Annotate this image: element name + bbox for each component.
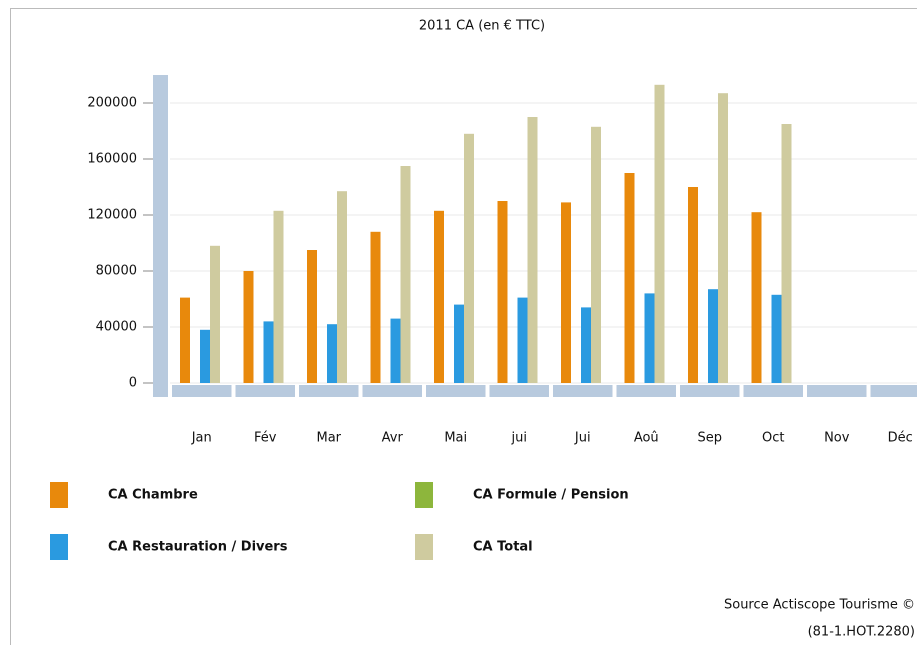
x-axis-segment: [680, 385, 740, 397]
bar: [781, 124, 792, 383]
x-tick-label: Aoû: [634, 431, 659, 446]
x-tick-label: Sep: [697, 431, 722, 446]
legend-swatch: [415, 482, 433, 508]
bar: [454, 304, 464, 383]
bar: [771, 294, 782, 383]
legend-label: CA Restauration / Divers: [108, 540, 288, 555]
x-tick-label: jui: [511, 431, 527, 446]
bar: [527, 117, 538, 383]
x-tick-label: Oct: [762, 431, 784, 446]
source: (81-1.HOT.2280): [808, 625, 915, 640]
y-tick-label: 160000: [87, 152, 137, 167]
x-axis-segment: [299, 385, 359, 397]
bar: [751, 212, 762, 383]
y-tick-label: 0: [129, 376, 137, 391]
legend-label: CA Formule / Pension: [473, 488, 629, 503]
y-tick-label: 200000: [87, 96, 137, 111]
y-tick-label: 120000: [87, 208, 137, 223]
x-axis-segment: [172, 385, 232, 397]
x-axis-segment: [489, 385, 549, 397]
bar: [464, 133, 474, 383]
x-axis-segment: [235, 385, 295, 397]
bar: [243, 271, 254, 383]
bar: [370, 231, 381, 383]
x-axis-segment: [553, 385, 613, 397]
x-tick-label: Mai: [444, 431, 467, 446]
bar: [688, 187, 698, 383]
y-tick-label: 80000: [96, 264, 137, 279]
x-axis-segment: [426, 385, 486, 397]
bar: [400, 166, 411, 383]
x-axis-segment: [743, 385, 803, 397]
bar: [273, 210, 284, 383]
bar: [307, 250, 317, 383]
y-axis-bar: [153, 75, 168, 397]
x-axis-segment: [616, 385, 676, 397]
legend-label: CA Chambre: [108, 488, 198, 503]
x-axis-segment: [362, 385, 422, 397]
bar: [180, 297, 190, 383]
x-tick-label: Avr: [382, 431, 404, 446]
x-tick-label: Jan: [191, 431, 212, 446]
bar: [561, 202, 571, 383]
x-tick-label: Déc: [888, 431, 913, 446]
bar: [517, 297, 528, 383]
y-tick-label: 40000: [96, 320, 137, 335]
bar: [390, 318, 401, 383]
bar: [337, 191, 347, 383]
chart-title: 2011 CA (en € TTC): [419, 19, 545, 34]
x-tick-label: Jui: [574, 431, 591, 446]
bar: [591, 126, 601, 384]
bar: [434, 210, 444, 383]
bar: [708, 289, 718, 383]
bar: [327, 324, 337, 383]
bar: [210, 245, 220, 383]
legend-swatch: [50, 482, 68, 508]
bar: [654, 84, 665, 384]
legend-swatch: [415, 534, 433, 560]
bar: [200, 329, 210, 383]
legend-label: CA Total: [473, 540, 533, 555]
x-axis-segment: [807, 385, 867, 397]
bar: [581, 307, 591, 383]
x-tick-label: Nov: [824, 431, 850, 446]
x-axis-segment: [870, 385, 917, 397]
x-tick-label: Mar: [316, 431, 341, 446]
legend-swatch: [50, 534, 68, 560]
bar: [263, 321, 274, 383]
bar: [644, 293, 655, 383]
bar: [718, 93, 728, 383]
bar: [497, 201, 508, 383]
x-tick-label: Fév: [254, 431, 277, 446]
source: Source Actiscope Tourisme ©: [724, 598, 915, 613]
bar: [624, 173, 635, 383]
